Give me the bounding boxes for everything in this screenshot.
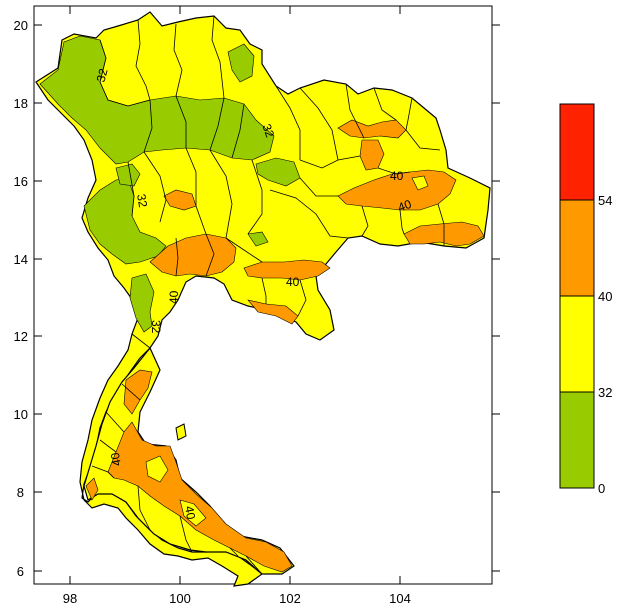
boundary-line [211, 15, 225, 99]
boundary-line [345, 83, 365, 139]
boundary-line [229, 547, 239, 557]
boundary-line [275, 85, 301, 160]
y-tick-label: 10 [14, 407, 28, 422]
yellow-patch-south2 [179, 499, 207, 527]
contour-label: 40 [286, 275, 300, 289]
boundary-line [179, 515, 193, 553]
boundary-line [185, 147, 207, 235]
x-tick-label: 98 [63, 591, 77, 606]
contour-label: 40 [396, 197, 414, 215]
boundary-line [173, 23, 183, 97]
y-tick-label: 16 [14, 174, 28, 189]
legend-label: 54 [598, 193, 612, 208]
boundary-line [245, 555, 263, 575]
yellow-patches [145, 175, 429, 527]
boundary-line [299, 155, 361, 169]
orange-region-east-coast [243, 259, 331, 281]
boundary-line [205, 233, 215, 277]
boundary-line [99, 439, 117, 453]
contour-label: 40 [167, 290, 181, 304]
contour-label: 32 [149, 320, 163, 334]
green-regions [39, 35, 301, 333]
boundary-line [99, 39, 151, 107]
boundary-line [269, 189, 349, 239]
boundary-line [437, 203, 445, 246]
boundary-line [405, 97, 441, 151]
yellow-patch-south [145, 455, 169, 483]
land-island [175, 423, 187, 441]
orange-region-peninsula-west [85, 477, 99, 501]
legend-label: 40 [598, 289, 612, 304]
province-boundaries [91, 15, 445, 575]
boundary-line [261, 277, 267, 304]
axis-ticks [34, 6, 500, 584]
x-tick-label: 102 [279, 591, 301, 606]
boundary-line [297, 279, 307, 317]
y-tick-label: 14 [14, 252, 28, 267]
boundary-line [209, 149, 233, 239]
boundary-line [299, 87, 339, 161]
boundary-line [209, 97, 225, 151]
boundary-line [91, 465, 115, 479]
legend-colorbar: 54 40 32 0 [559, 103, 612, 496]
boundary-line [137, 485, 151, 531]
y-tick-label: 18 [14, 96, 28, 111]
boundary-line [225, 237, 263, 263]
legend-bin [559, 199, 595, 297]
legend-label: 0 [598, 481, 605, 496]
boundary-line [121, 383, 141, 401]
green-region-northeast-cap [227, 43, 255, 83]
x-tick-label: 104 [389, 591, 411, 606]
green-region-small [247, 231, 269, 247]
green-region-southwest [129, 273, 155, 333]
boundary-line [127, 161, 135, 217]
contour-label: 40 [390, 169, 404, 183]
boundary-line [361, 205, 369, 237]
contour-label: 40 [182, 505, 198, 521]
y-tick-label: 6 [17, 564, 24, 579]
x-tick-label: 100 [169, 591, 191, 606]
legend-bin [559, 103, 595, 201]
green-region-central [255, 157, 301, 187]
boundary-line [135, 19, 151, 101]
legend-bin [559, 391, 595, 489]
contour-labels: 32 32 32 32 40 40 40 40 40 40 [94, 67, 414, 521]
boundary-line [143, 151, 167, 223]
green-region-upper-west [115, 163, 141, 187]
contour-label: 32 [134, 193, 150, 209]
legend-label: 32 [598, 385, 612, 400]
boundary-line [131, 333, 151, 349]
orange-region-northeast-south [337, 169, 457, 211]
contour-label: 32 [259, 122, 277, 140]
y-tick-label: 20 [14, 18, 28, 33]
contour-label: 40 [108, 451, 124, 467]
legend-bin [559, 295, 595, 393]
y-tick-label: 8 [17, 485, 24, 500]
boundary-line [377, 167, 411, 175]
tick-labels: 98 100 102 104 6 8 10 12 14 16 18 20 [14, 18, 411, 606]
yellow-patch-ne [411, 175, 429, 191]
boundary-line [247, 159, 263, 235]
boundary-line [399, 209, 405, 235]
boundary-line [231, 103, 245, 159]
y-tick-label: 12 [14, 329, 28, 344]
boundary-line [175, 95, 187, 148]
boundary-line [143, 99, 153, 153]
boundary-line [373, 87, 397, 121]
boundary-line [105, 411, 125, 433]
contour-label: 32 [94, 67, 111, 84]
orange-region-peninsula-upper [123, 369, 153, 415]
orange-region-southeast-coast [247, 299, 299, 325]
boundary-line [299, 177, 338, 197]
boundary-line [175, 237, 179, 277]
